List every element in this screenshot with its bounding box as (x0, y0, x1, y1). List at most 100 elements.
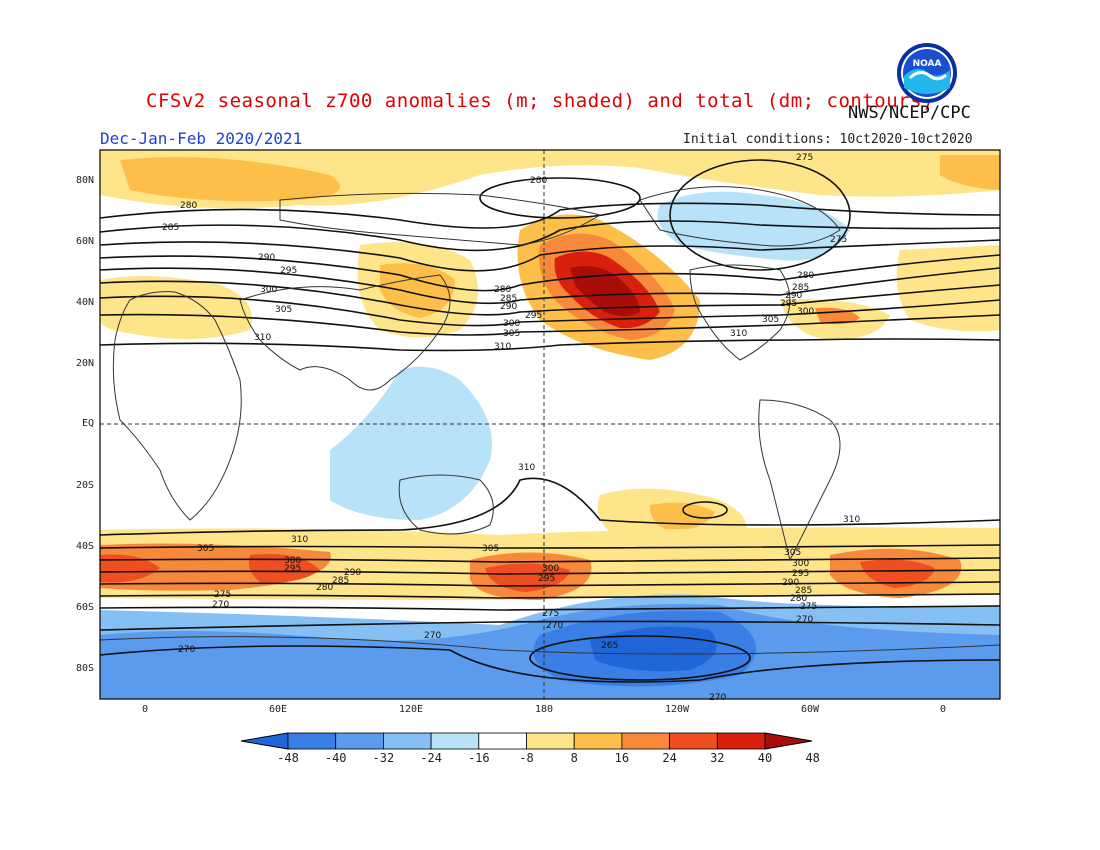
lon-label: 120E (398, 704, 424, 715)
contour-label: 290 (500, 302, 517, 312)
noaa-logo-icon: NOAA (897, 43, 957, 103)
colorbar-tick-label: 40 (757, 751, 773, 765)
colorbar-tick-label: 16 (614, 751, 630, 765)
colorbar-tick-label: 24 (662, 751, 677, 765)
contour-label: 305 (197, 544, 214, 554)
colorbar-tick-label: 8 (570, 751, 578, 765)
anomaly-atlantic-positive (896, 245, 1000, 332)
lon-label: 60W (800, 704, 820, 715)
agency-label: NWS/NCEP/CPC (848, 103, 971, 123)
contour-label: 280 (494, 285, 511, 295)
contour-label: 290 (258, 253, 275, 263)
lat-label: 40N (75, 297, 94, 308)
lat-label: 20N (75, 358, 94, 369)
contour-label: 300 (792, 559, 809, 569)
lat-label: 60N (75, 236, 94, 247)
contour-label: 305 (784, 548, 801, 558)
contour-label: 300 (542, 564, 559, 574)
contour-label: 270 (212, 600, 229, 610)
contour-label: 290 (344, 568, 361, 578)
contour-label: 305 (482, 544, 499, 554)
contour-label: 270 (796, 615, 813, 625)
lon-label: 120W (664, 704, 690, 715)
lon-label: 60E (268, 704, 288, 715)
contour-label: 270 (424, 631, 441, 641)
colorbar-tick-label: -48 (277, 751, 299, 765)
contour-label: 275 (800, 602, 817, 612)
colorbar-tick-label: -40 (324, 751, 347, 765)
contour-label: 310 (518, 463, 535, 473)
contour-label: 295 (780, 299, 797, 309)
contour-label: 305 (762, 315, 779, 325)
colorbar-tick-label: 32 (710, 751, 725, 765)
chart-title: CFSv2 seasonal z700 anomalies (m; shaded… (146, 90, 934, 112)
contour-label: 300 (260, 285, 277, 295)
contour-label: 310 (730, 329, 747, 339)
contour-label: 280 (530, 176, 547, 186)
contour-label: 275 (542, 609, 559, 619)
contour-label: 285 (162, 223, 179, 233)
anomaly-south-atlantic-core (100, 554, 160, 583)
contour-label: 295 (280, 266, 297, 276)
contour-label: 305 (275, 305, 292, 315)
colorbar-tick-label: -32 (372, 751, 395, 765)
lon-label: 0 (141, 704, 149, 715)
contour-label: 280 (316, 583, 333, 593)
contour-label: 295 (525, 311, 542, 321)
contour-label: 295 (792, 569, 809, 579)
contour-label: 310 (254, 333, 271, 343)
lon-label: 0 (939, 704, 947, 715)
contour-label: 310 (494, 342, 511, 352)
height-contours (100, 159, 1000, 683)
map-frame (99, 149, 1001, 700)
contour-label: 285 (500, 294, 517, 304)
contour-label: 280 (797, 271, 814, 281)
anomaly-npac-peak (570, 266, 640, 316)
anomaly-indian-ocean-core (248, 554, 320, 583)
lat-label: 20S (75, 480, 94, 491)
contour-label: 290 (782, 578, 799, 588)
lat-label: 80N (75, 175, 94, 186)
lat-label: 60S (75, 602, 94, 613)
coastlines (100, 186, 1000, 655)
anomaly-arctic-core (120, 157, 340, 202)
initial-conditions: Initial conditions: 10ct2020-10ct2020 (683, 132, 973, 147)
contour-label: 280 (790, 594, 807, 604)
anomaly-europe-positive (100, 276, 252, 339)
contour-label: 300 (503, 319, 520, 329)
contour-label: 295 (538, 574, 555, 584)
contour-label: 285 (795, 586, 812, 596)
contour-label: 265 (601, 641, 618, 651)
lat-label: 40S (75, 541, 94, 552)
contour-label: 305 (503, 329, 520, 339)
contour-label: 285 (332, 576, 349, 586)
colorbar-tick-label: -8 (519, 751, 534, 765)
contour-label: 275 (796, 153, 813, 163)
svg-text:NOAA: NOAA (913, 59, 942, 69)
lat-label: 80S (75, 663, 94, 674)
colorbar-tick-label: 48 (805, 751, 820, 765)
contour-label: 290 (785, 291, 802, 301)
anomaly-south-atlantic-east-core (860, 559, 935, 588)
contour-label: 285 (792, 283, 809, 293)
contour-label: 270 (178, 645, 195, 655)
contour-label: 310 (291, 535, 308, 545)
contour-label: 270 (546, 621, 563, 631)
contour-label: 275 (830, 235, 847, 245)
lat-label: EQ (81, 418, 94, 429)
forecast-period: Dec-Jan-Feb 2020/2021 (100, 129, 303, 148)
contour-label: 275 (214, 590, 231, 600)
colorbar-tick-label: -16 (467, 751, 490, 765)
contour-labels: 275 280 280 285 290 295 300 305 310 280 … (162, 153, 860, 703)
anomaly-tropics-negative (330, 366, 492, 520)
contour-label: 310 (843, 515, 860, 525)
contour-label: 270 (709, 693, 726, 703)
contour-label: 280 (180, 201, 197, 211)
contour-label: 300 (284, 556, 301, 566)
lon-label: 180 (534, 704, 554, 715)
colorbar-tick-label: -24 (420, 751, 442, 765)
contour-label: 295 (284, 564, 301, 574)
anomaly-arctic-east (940, 155, 1000, 190)
contour-label: 300 (797, 307, 814, 317)
